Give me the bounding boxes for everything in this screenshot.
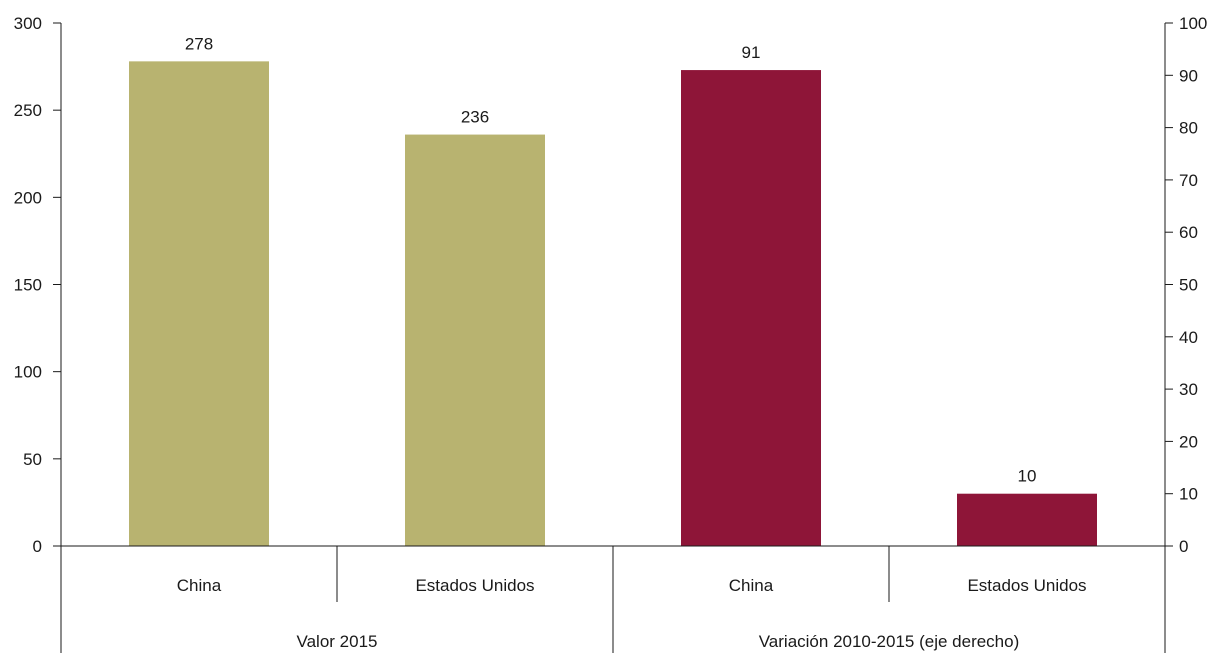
left-tick-label: 300 [14, 14, 42, 33]
right-tick-label: 100 [1179, 14, 1207, 33]
left-tick-label: 150 [14, 276, 42, 295]
group-label: Variación 2010-2015 (eje derecho) [759, 632, 1020, 651]
data-label: 236 [461, 108, 489, 127]
right-tick-label: 40 [1179, 328, 1198, 347]
category-label: China [729, 576, 774, 595]
data-label: 91 [742, 43, 761, 62]
category-label: Estados Unidos [415, 576, 534, 595]
left-tick-label: 0 [33, 537, 42, 556]
left-tick-label: 100 [14, 363, 42, 382]
group-label: Valor 2015 [297, 632, 378, 651]
left-y-axis: 0 50 100 150 200 250 300 [14, 14, 62, 653]
right-tick-label: 60 [1179, 223, 1198, 242]
right-tick-label: 70 [1179, 171, 1198, 190]
x-axis: China Estados Unidos Valor 2015 China Estado… [61, 545, 1165, 653]
left-tick-label: 200 [14, 188, 42, 207]
right-tick-label: 0 [1179, 537, 1188, 556]
left-tick-label: 250 [14, 101, 42, 120]
data-label: 10 [1018, 467, 1037, 486]
data-label: 278 [185, 34, 213, 53]
right-tick-label: 50 [1179, 276, 1198, 295]
left-tick-label: 50 [23, 450, 42, 469]
bars: 278 236 91 10 [129, 34, 1097, 546]
bar [129, 61, 269, 546]
right-y-axis: 0 10 20 30 40 50 60 70 80 90 100 [1164, 14, 1207, 653]
bar [957, 493, 1097, 546]
right-tick-label: 90 [1179, 66, 1198, 85]
category-label: Estados Unidos [967, 576, 1086, 595]
right-tick-label: 20 [1179, 432, 1198, 451]
bar [405, 134, 545, 546]
right-tick-label: 10 [1179, 485, 1198, 504]
bar [681, 70, 821, 546]
category-label: China [177, 576, 222, 595]
right-tick-label: 30 [1179, 380, 1198, 399]
right-tick-label: 80 [1179, 119, 1198, 138]
